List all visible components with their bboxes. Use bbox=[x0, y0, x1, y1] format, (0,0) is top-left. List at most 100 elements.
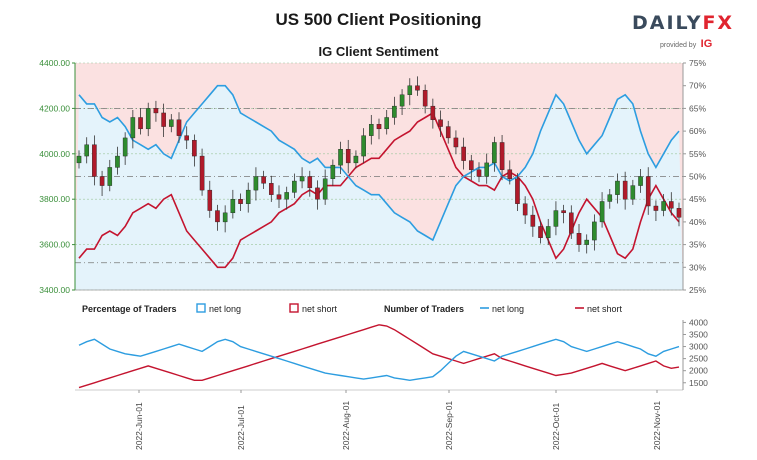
percent-tick-label: 75% bbox=[689, 58, 706, 68]
candle-body bbox=[492, 142, 497, 164]
net-long-count-line bbox=[78, 338, 680, 382]
candle-body bbox=[584, 239, 589, 245]
date-tick-label: 2022-Nov-01 bbox=[652, 401, 662, 450]
candle-body bbox=[538, 226, 543, 238]
candle-body bbox=[284, 192, 289, 200]
candle-body bbox=[307, 176, 313, 189]
candle-body bbox=[576, 233, 582, 245]
candle-body bbox=[115, 155, 120, 168]
candle-body bbox=[299, 176, 305, 182]
percent-tick-label: 55% bbox=[689, 149, 706, 159]
candle-body bbox=[145, 108, 151, 130]
percent-tick-label: 70% bbox=[689, 81, 706, 91]
legend-num-title: Number of Traders bbox=[384, 304, 464, 314]
candle-body bbox=[507, 169, 513, 179]
candle-body bbox=[553, 210, 559, 227]
candle-body bbox=[322, 178, 328, 200]
candle-body bbox=[292, 180, 297, 193]
logo-daily: DAILY bbox=[632, 12, 703, 34]
candle-body bbox=[599, 201, 605, 223]
candle-body bbox=[522, 203, 528, 216]
candle-body bbox=[569, 212, 574, 234]
candle-body bbox=[276, 194, 282, 200]
candle-body bbox=[638, 176, 643, 186]
candle-body bbox=[122, 137, 128, 157]
candle-body bbox=[153, 108, 159, 114]
candle-body bbox=[207, 189, 213, 211]
date-tick-label: 2022-Oct-01 bbox=[551, 402, 561, 450]
candle-body bbox=[669, 201, 674, 209]
date-tick-label: 2022-Jun-01 bbox=[134, 402, 144, 450]
price-tick-label: 3400.00 bbox=[39, 285, 70, 295]
candle-body bbox=[607, 194, 613, 202]
price-tick-label: 4000.00 bbox=[39, 149, 70, 159]
candle-body bbox=[176, 119, 182, 136]
candle-body bbox=[184, 135, 189, 141]
percent-tick-label: 50% bbox=[689, 172, 706, 182]
candle-body bbox=[353, 155, 359, 164]
candle-body bbox=[545, 226, 551, 238]
price-tick-label: 3800.00 bbox=[39, 194, 70, 204]
logo-provided-by: provided by bbox=[660, 42, 697, 49]
candle-body bbox=[84, 144, 89, 157]
candle-body bbox=[99, 176, 105, 186]
price-tick-label: 3600.00 bbox=[39, 240, 70, 250]
candle-body bbox=[130, 117, 136, 139]
candle-body bbox=[445, 126, 451, 139]
candle-body bbox=[253, 176, 259, 191]
legend-pct-short: net short bbox=[302, 304, 338, 314]
candle-body bbox=[107, 167, 113, 186]
percent-tick-label: 35% bbox=[689, 240, 706, 250]
candle-body bbox=[453, 137, 459, 148]
candle-body bbox=[161, 112, 166, 127]
candle-body bbox=[438, 119, 443, 127]
candle-body bbox=[653, 205, 659, 211]
candle-body bbox=[592, 221, 597, 241]
chart-subtitle: IG Client Sentiment bbox=[318, 44, 439, 59]
legend-long-swatch bbox=[196, 303, 206, 313]
percent-tick-label: 45% bbox=[689, 194, 706, 204]
candle-body bbox=[415, 85, 420, 91]
candle-body bbox=[384, 117, 389, 130]
candle-body bbox=[615, 180, 620, 195]
candle-body bbox=[138, 117, 143, 130]
candle-body bbox=[199, 155, 205, 191]
candle-body bbox=[345, 149, 351, 164]
net-short-count-line bbox=[78, 324, 680, 389]
price-tick-label: 4200.00 bbox=[39, 103, 70, 113]
percent-tick-label: 40% bbox=[689, 217, 706, 227]
candle-body bbox=[499, 142, 505, 170]
chart-title: US 500 Client Positioning bbox=[275, 10, 482, 29]
candle-body bbox=[192, 139, 197, 157]
candle-body bbox=[369, 124, 374, 136]
candle-body bbox=[561, 210, 566, 214]
count-tick-label: 2000 bbox=[689, 366, 708, 376]
percent-tick-label: 30% bbox=[689, 262, 706, 272]
net-short-percent-line bbox=[78, 111, 680, 269]
candle-body bbox=[469, 160, 474, 170]
logo-fx: FX bbox=[702, 12, 735, 34]
candle-body bbox=[392, 105, 397, 118]
date-tick-label: 2022-Jul-01 bbox=[236, 405, 246, 450]
candle-body bbox=[338, 149, 343, 166]
candle-body bbox=[361, 135, 366, 157]
candle-body bbox=[407, 85, 413, 95]
candle-body bbox=[422, 90, 428, 107]
count-tick-label: 3500 bbox=[689, 329, 708, 339]
candle-body bbox=[376, 124, 382, 130]
candle-body bbox=[315, 187, 320, 200]
candle-body bbox=[484, 162, 489, 177]
candle-body bbox=[92, 144, 97, 177]
candle-body bbox=[169, 119, 174, 127]
dailyfx-logo: DAILYFX provided by IG bbox=[632, 12, 732, 52]
count-tick-label: 3000 bbox=[689, 342, 708, 352]
percent-tick-label: 65% bbox=[689, 103, 706, 113]
candle-body bbox=[245, 189, 251, 204]
candle-body bbox=[661, 201, 666, 211]
candle-body bbox=[399, 94, 405, 107]
percent-tick-label: 25% bbox=[689, 285, 706, 295]
logo-ig: IG bbox=[700, 38, 713, 50]
candle-body bbox=[215, 210, 220, 223]
legend-pct-title: Percentage of Traders bbox=[82, 304, 177, 314]
candle-body bbox=[269, 183, 274, 195]
